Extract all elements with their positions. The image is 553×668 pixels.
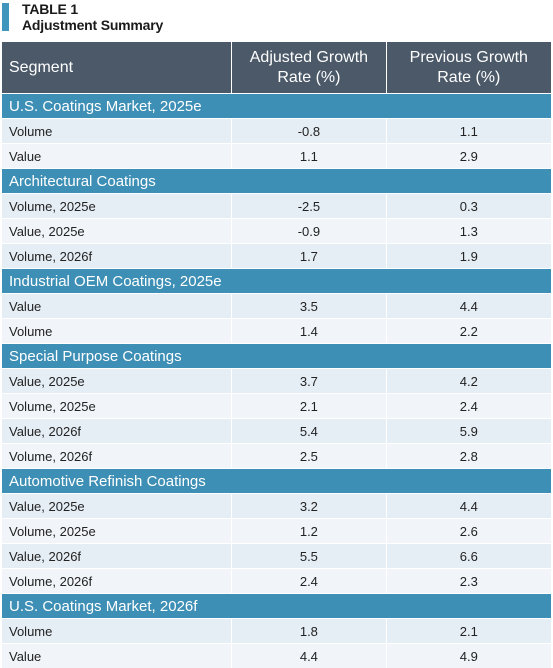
table-subtitle: Adjustment Summary — [22, 17, 164, 33]
row-segment: Value, 2026f — [9, 423, 82, 439]
table-row: Volume, 2025e 2.1 2.4 — [2, 393, 551, 418]
row-previous-rate: 2.2 — [385, 319, 551, 343]
row-segment: Value, 2025e — [9, 498, 85, 514]
table-row: Volume, 2025e -2.5 0.3 — [2, 193, 551, 218]
header-previous-line2: Rate (%) — [437, 68, 501, 86]
row-adjusted-rate: 1.1 — [231, 144, 385, 168]
row-adjusted-rate: 1.4 — [231, 319, 385, 343]
table-row: Value, 2025e 3.7 4.2 — [2, 368, 551, 393]
row-adjusted-rate: 5.4 — [231, 419, 385, 443]
row-adjusted-rate: 3.7 — [231, 369, 385, 393]
section-header: Industrial OEM Coatings, 2025e — [2, 268, 551, 293]
table-row: Value 4.4 4.9 — [2, 643, 551, 668]
row-segment: Value, 2025e — [9, 223, 85, 239]
header-previous-growth: Previous Growth Rate (%) — [385, 42, 551, 93]
section-header: U.S. Coatings Market, 2026f — [2, 593, 551, 618]
section-header: Automotive Refinish Coatings — [2, 468, 551, 493]
section-header: Special Purpose Coatings — [2, 343, 551, 368]
table-row: Volume, 2026f 2.4 2.3 — [2, 568, 551, 593]
row-previous-rate: 4.2 — [385, 369, 551, 393]
table-row: Value, 2026f 5.5 6.6 — [2, 543, 551, 568]
header-segment: Segment — [9, 58, 74, 76]
row-previous-rate: 2.9 — [385, 144, 551, 168]
row-previous-rate: 0.3 — [385, 194, 551, 218]
row-adjusted-rate: 2.1 — [231, 394, 385, 418]
row-adjusted-rate: 2.4 — [231, 569, 385, 593]
row-previous-rate: 1.3 — [385, 219, 551, 243]
section-header: Architectural Coatings — [2, 168, 551, 193]
adjustment-summary-table: Segment Adjusted Growth Rate (%) Previou… — [2, 42, 551, 668]
row-segment: Volume — [9, 123, 53, 139]
table-row: Value, 2025e 3.2 4.4 — [2, 493, 551, 518]
table-label: TABLE 1 — [22, 1, 78, 17]
row-segment: Volume — [9, 623, 53, 639]
table-row: Volume, 2026f 1.7 1.9 — [2, 243, 551, 268]
row-previous-rate: 1.1 — [385, 119, 551, 143]
row-segment: Volume, 2025e — [9, 198, 96, 214]
row-segment: Volume, 2026f — [9, 573, 93, 589]
table-header: Segment Adjusted Growth Rate (%) Previou… — [2, 42, 551, 93]
row-adjusted-rate: 1.2 — [231, 519, 385, 543]
row-previous-rate: 2.1 — [385, 619, 551, 643]
row-previous-rate: 1.9 — [385, 244, 551, 268]
row-adjusted-rate: 1.7 — [231, 244, 385, 268]
row-segment: Value, 2026f — [9, 548, 82, 564]
table-row: Value 1.1 2.9 — [2, 143, 551, 168]
row-previous-rate: 2.8 — [385, 444, 551, 468]
row-segment: Value — [9, 298, 42, 314]
row-segment: Volume, 2025e — [9, 398, 96, 414]
row-segment: Value — [9, 648, 42, 664]
row-segment: Volume, 2026f — [9, 448, 93, 464]
row-adjusted-rate: -0.9 — [231, 219, 385, 243]
table-row: Volume, 2026f 2.5 2.8 — [2, 443, 551, 468]
title-accent-bar — [2, 3, 9, 31]
row-adjusted-rate: 3.5 — [231, 294, 385, 318]
row-adjusted-rate: 1.8 — [231, 619, 385, 643]
row-adjusted-rate: 3.2 — [231, 494, 385, 518]
table-row: Volume 1.4 2.2 — [2, 318, 551, 343]
table-row: Value, 2025e -0.9 1.3 — [2, 218, 551, 243]
row-previous-rate: 2.3 — [385, 569, 551, 593]
row-segment: Volume, 2025e — [9, 523, 96, 539]
row-adjusted-rate: 4.4 — [231, 644, 385, 668]
header-previous-line1: Previous Growth — [409, 48, 528, 66]
row-previous-rate: 2.6 — [385, 519, 551, 543]
table-row: Volume 1.8 2.1 — [2, 618, 551, 643]
header-adjusted-line1: Adjusted Growth — [249, 48, 369, 66]
row-segment: Value, 2025e — [9, 373, 85, 389]
row-previous-rate: 4.4 — [385, 294, 551, 318]
row-previous-rate: 5.9 — [385, 419, 551, 443]
table-row: Value, 2026f 5.4 5.9 — [2, 418, 551, 443]
row-adjusted-rate: 5.5 — [231, 544, 385, 568]
header-adjusted-growth: Adjusted Growth Rate (%) — [231, 42, 385, 93]
table-row: Volume, 2025e 1.2 2.6 — [2, 518, 551, 543]
row-previous-rate: 4.9 — [385, 644, 551, 668]
row-adjusted-rate: -2.5 — [231, 194, 385, 218]
table-body: U.S. Coatings Market, 2025e Volume -0.8 1.1… — [2, 93, 551, 668]
row-previous-rate: 4.4 — [385, 494, 551, 518]
table-row: Value 3.5 4.4 — [2, 293, 551, 318]
row-segment: Volume, 2026f — [9, 248, 93, 264]
row-segment: Value — [9, 148, 42, 164]
section-header: U.S. Coatings Market, 2025e — [2, 93, 551, 118]
header-adjusted-line2: Rate (%) — [277, 68, 341, 86]
row-segment: Volume — [9, 323, 53, 339]
row-previous-rate: 6.6 — [385, 544, 551, 568]
table-row: Volume -0.8 1.1 — [2, 118, 551, 143]
row-adjusted-rate: -0.8 — [231, 119, 385, 143]
row-adjusted-rate: 2.5 — [231, 444, 385, 468]
row-previous-rate: 2.4 — [385, 394, 551, 418]
table-title-block: TABLE 1 Adjustment Summary — [0, 0, 553, 42]
